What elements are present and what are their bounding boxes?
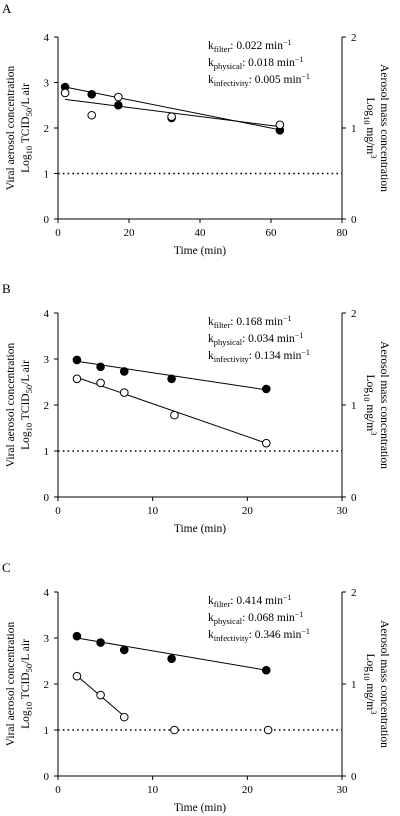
panel-letter-B: B bbox=[2, 281, 11, 296]
y-tick-label-right: 2 bbox=[351, 587, 357, 599]
y-tick-label-left: 3 bbox=[44, 78, 50, 90]
panel-letter-A: A bbox=[2, 1, 12, 16]
y-tick-label-right: 1 bbox=[351, 123, 357, 135]
filled-series-fit-line bbox=[76, 637, 267, 671]
y-tick-label-left: 3 bbox=[44, 354, 50, 366]
rate-constant-label: kphysical: 0.068 min−1 bbox=[208, 610, 303, 626]
open-data-point bbox=[72, 671, 82, 681]
filled-data-point bbox=[167, 374, 176, 384]
y-tick-label-left: 2 bbox=[44, 679, 50, 691]
open-data-point bbox=[119, 712, 129, 722]
y-tick-label-left: 1 bbox=[44, 725, 50, 737]
y-tick-label-left: 4 bbox=[44, 32, 50, 44]
y-axis-label-left-units: Log10 TCID50/L air bbox=[20, 639, 34, 729]
filled-data-point bbox=[87, 90, 97, 99]
x-tick-label: 0 bbox=[55, 505, 61, 517]
x-tick-label: 30 bbox=[337, 784, 349, 796]
y-axis-label-right-units: Log10 mg/m3 bbox=[362, 98, 379, 159]
filled-data-point bbox=[72, 355, 82, 365]
open-data-point bbox=[96, 690, 105, 700]
open-data-point bbox=[72, 374, 82, 384]
open-data-point bbox=[170, 410, 179, 420]
y-axis-label-left: Viral aerosol concentration bbox=[5, 66, 17, 191]
y-tick-label-left: 1 bbox=[44, 446, 50, 458]
y-axis-label-right: Aerosol mass concentration bbox=[378, 64, 390, 192]
y-tick-label-right: 2 bbox=[351, 308, 357, 320]
open-data-point bbox=[114, 92, 123, 102]
y-axis-label-left-units: Log10 TCID50/L air bbox=[20, 360, 34, 450]
rate-constant-label: kphysical: 0.018 min−1 bbox=[208, 55, 303, 71]
filled-data-point bbox=[96, 638, 105, 647]
y-tick-label-left: 0 bbox=[44, 492, 50, 504]
open-data-point bbox=[263, 725, 273, 735]
open-data-point bbox=[167, 112, 176, 121]
y-tick-label-left: 2 bbox=[44, 400, 50, 412]
filled-data-point bbox=[261, 384, 271, 394]
y-tick-label-right: 2 bbox=[351, 32, 357, 44]
rate-constant-label: kinfectivity: 0.346 min−1 bbox=[208, 627, 310, 643]
x-tick-label: 60 bbox=[266, 227, 278, 239]
filled-data-point bbox=[119, 367, 129, 376]
y-tick-label-left: 1 bbox=[44, 169, 50, 181]
panel-letter-C: C bbox=[2, 560, 11, 575]
y-axis-label-right: Aerosol mass concentration bbox=[378, 620, 390, 748]
y-tick-label-right: 1 bbox=[351, 679, 357, 691]
rate-constant-label: kfilter: 0.168 min−1 bbox=[208, 314, 292, 330]
y-tick-label-left: 4 bbox=[44, 308, 50, 320]
filled-series-fit-line bbox=[65, 86, 280, 131]
open-data-point bbox=[87, 110, 97, 120]
open-data-point bbox=[275, 120, 285, 130]
rate-constant-label: kphysical: 0.034 min−1 bbox=[208, 331, 303, 347]
open-data-point bbox=[96, 378, 105, 388]
x-tick-label: 10 bbox=[147, 784, 159, 796]
rate-constant-label: kfilter: 0.414 min−1 bbox=[208, 593, 292, 609]
x-axis-label: Time (min) bbox=[174, 245, 226, 257]
filled-data-point bbox=[72, 631, 82, 641]
filled-data-point bbox=[96, 362, 105, 372]
y-tick-label-left: 2 bbox=[44, 123, 50, 135]
x-tick-label: 10 bbox=[147, 505, 159, 517]
x-tick-label: 40 bbox=[195, 227, 207, 239]
open-data-point bbox=[119, 388, 129, 397]
y-tick-label-left: 3 bbox=[44, 633, 50, 645]
rate-constant-label: kfilter: 0.022 min−1 bbox=[208, 38, 292, 54]
y-axis-label-right: Aerosol mass concentration bbox=[378, 341, 390, 469]
x-tick-label: 20 bbox=[124, 227, 136, 239]
y-tick-label-left: 0 bbox=[44, 771, 50, 783]
open-series-fit-line bbox=[76, 376, 267, 444]
y-axis-label-left: Viral aerosol concentration bbox=[5, 343, 17, 468]
y-tick-label-right: 0 bbox=[351, 492, 357, 504]
rate-constant-label: kinfectivity: 0.134 min−1 bbox=[208, 348, 310, 364]
x-tick-label: 30 bbox=[337, 505, 349, 517]
x-tick-label: 0 bbox=[55, 227, 61, 239]
y-axis-label-right-units: Log10 mg/m3 bbox=[362, 375, 379, 436]
open-data-point bbox=[170, 725, 179, 735]
filled-data-point bbox=[119, 645, 129, 655]
x-tick-label: 20 bbox=[242, 505, 254, 517]
open-data-point bbox=[261, 438, 271, 448]
y-axis-label-left: Viral aerosol concentration bbox=[5, 622, 17, 747]
y-tick-label-left: 4 bbox=[44, 587, 50, 599]
filled-data-point bbox=[114, 100, 123, 110]
y-tick-label-left: 0 bbox=[44, 214, 50, 226]
x-axis-label: Time (min) bbox=[174, 802, 226, 814]
y-axis-label-right-units: Log10 mg/m3 bbox=[362, 654, 379, 715]
x-tick-label: 0 bbox=[55, 784, 61, 796]
x-tick-label: 80 bbox=[337, 227, 349, 239]
x-axis-label: Time (min) bbox=[174, 523, 226, 535]
x-tick-label: 20 bbox=[242, 784, 254, 796]
filled-data-point bbox=[261, 665, 271, 675]
y-tick-label-right: 0 bbox=[351, 214, 357, 226]
y-axis-label-left-units: Log10 TCID50/L air bbox=[20, 83, 34, 173]
y-tick-label-right: 1 bbox=[351, 400, 357, 412]
y-tick-label-right: 0 bbox=[351, 771, 357, 783]
rate-constant-label: kinfectivity: 0.005 min−1 bbox=[208, 72, 310, 88]
open-data-point bbox=[60, 88, 70, 98]
filled-data-point bbox=[167, 654, 176, 664]
